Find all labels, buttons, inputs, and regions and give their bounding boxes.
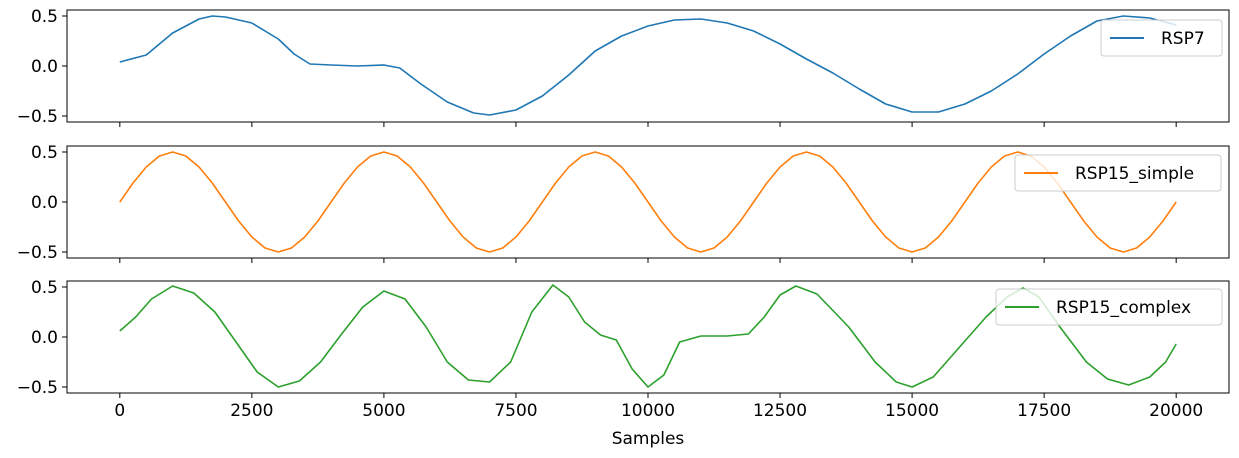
y-tick-label-3-3: 0.5 — [31, 278, 58, 298]
x-tick-label-6: 12500 — [753, 401, 807, 421]
y-tick-label-3-2: 0.0 — [31, 328, 58, 348]
y-tick-label-3-1: −0.5 — [17, 378, 58, 398]
legend-frame-1 — [1100, 19, 1223, 57]
y-tick-label-1-2: 0.0 — [31, 57, 58, 77]
y-tick-label-2-2: 0.0 — [31, 193, 58, 213]
legend-label-3: RSP15_complex — [1056, 298, 1191, 318]
x-tick-label-4: 7500 — [494, 401, 537, 421]
x-tick-label-3: 5000 — [362, 401, 405, 421]
subplot-3: −0.5 0.0 0.5 RSP15_complex — [17, 278, 1230, 398]
y-tick-label-2-1: −0.5 — [17, 243, 58, 263]
legend-label-2: RSP15_simple — [1075, 164, 1194, 184]
subplot-2: −0.5 0.0 0.5 RSP15_simple — [17, 143, 1230, 263]
x-axis-label: Samples — [612, 429, 685, 449]
legend-3: RSP15_complex — [995, 288, 1223, 326]
x-tick-label-2: 2500 — [230, 401, 273, 421]
y-tick-label-1-3: 0.5 — [31, 7, 58, 27]
y-tick-label-2-3: 0.5 — [31, 143, 58, 163]
x-tick-label-7: 15000 — [885, 401, 939, 421]
legend-frame-2 — [1014, 154, 1222, 192]
y-tick-label-1-1: −0.5 — [17, 107, 58, 127]
legend-2: RSP15_simple — [1014, 154, 1222, 192]
x-tick-label-9: 20000 — [1149, 401, 1203, 421]
legend-1: RSP7 — [1100, 19, 1223, 57]
series-line-2 — [119, 151, 1177, 253]
legend-label-1: RSP7 — [1161, 29, 1205, 49]
x-tick-label-1: 0 — [114, 401, 125, 421]
legend-frame-3 — [995, 288, 1223, 326]
x-tick-label-8: 17500 — [1017, 401, 1071, 421]
x-tick-label-5: 10000 — [621, 401, 675, 421]
series-line-1 — [119, 15, 1177, 116]
subplot-1: −0.5 0.0 0.5 RSP7 — [17, 7, 1230, 127]
